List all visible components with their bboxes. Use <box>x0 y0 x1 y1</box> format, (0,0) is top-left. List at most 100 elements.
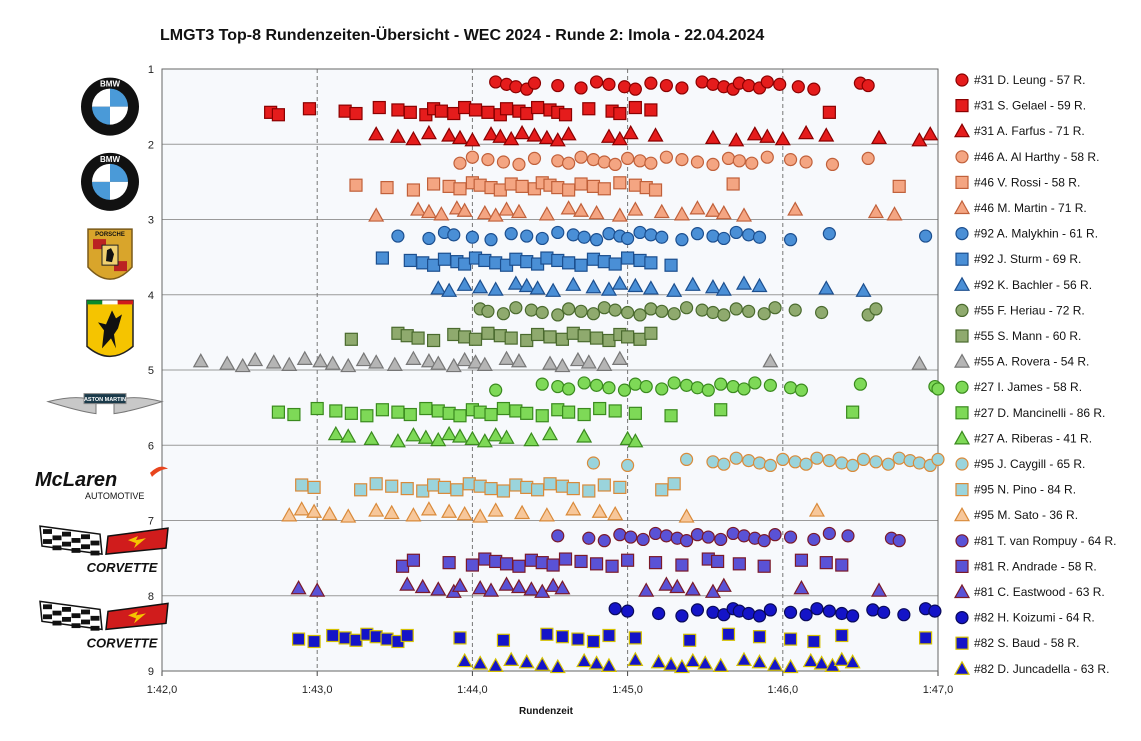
mclaren-lettering: McLaren <box>35 469 117 491</box>
data-point <box>468 103 483 117</box>
data-point <box>372 100 386 115</box>
data-point <box>776 452 790 467</box>
y-tick-label: 1 <box>148 64 154 76</box>
legend-marker <box>955 406 969 420</box>
data-point <box>597 301 611 315</box>
data-point <box>628 178 642 192</box>
data-point <box>391 103 405 117</box>
data-point <box>499 102 514 116</box>
data-point <box>679 301 694 315</box>
data-point <box>465 230 479 244</box>
data-point <box>717 608 731 622</box>
data-point <box>763 458 777 473</box>
data-point <box>613 106 627 121</box>
data-point <box>483 126 500 141</box>
data-point <box>472 579 489 595</box>
series-group <box>291 627 933 649</box>
data-point <box>664 409 678 423</box>
data-point <box>574 258 588 272</box>
data-point <box>340 428 357 443</box>
data-point <box>496 307 511 321</box>
series-group <box>327 425 644 448</box>
data-point <box>690 227 705 241</box>
legend-item: #27 I. James - 58 R. <box>955 380 1082 394</box>
data-point <box>644 256 658 270</box>
data-point <box>585 278 602 294</box>
data-point <box>473 178 487 192</box>
data-point <box>871 582 888 597</box>
logo-corvette: CORVETTE <box>39 525 169 575</box>
checker-square <box>43 604 52 610</box>
data-point <box>310 401 324 416</box>
data-point <box>577 376 591 390</box>
legend-item: #81 C. Eastwood - 63 R. <box>953 583 1105 599</box>
data-point <box>400 329 414 343</box>
data-point <box>620 604 635 618</box>
series-group <box>375 251 678 272</box>
logo-porsche: PORSCHE <box>87 228 133 280</box>
legend-label: #31 S. Gelael - 59 R. <box>974 99 1086 113</box>
data-point <box>447 228 461 242</box>
legend-item: #31 A. Farfus - 71 R. <box>953 122 1085 138</box>
data-point <box>489 554 503 569</box>
data-point <box>818 127 835 142</box>
data-point <box>545 577 562 592</box>
data-point <box>791 80 805 94</box>
data-point <box>349 178 363 192</box>
data-point <box>405 507 422 522</box>
data-point <box>458 100 472 115</box>
series-group <box>344 326 658 348</box>
legend-marker <box>953 583 971 599</box>
data-point <box>911 355 928 370</box>
data-point <box>473 405 487 419</box>
data-point <box>602 77 616 91</box>
data-point <box>822 604 836 618</box>
legend[interactable]: #31 D. Leung - 57 R. #31 S. Gelael - 59 R… <box>953 73 1117 676</box>
data-point <box>338 104 352 118</box>
data-point <box>287 407 301 422</box>
data-point <box>489 75 503 89</box>
data-point <box>430 581 447 596</box>
data-point <box>613 528 627 542</box>
data-point <box>928 604 942 618</box>
data-point <box>846 458 860 473</box>
data-point <box>799 457 813 471</box>
data-point <box>617 80 632 94</box>
y-tick-label: 4 <box>148 290 154 302</box>
checker-square <box>71 538 81 543</box>
legend-item: #55 A. Rovera - 54 R. <box>953 353 1089 369</box>
data-point <box>512 559 526 573</box>
data-point <box>399 576 416 591</box>
data-point <box>593 401 607 416</box>
data-point <box>589 378 604 392</box>
logo-aston-martin: ASTON MARTIN <box>46 393 164 415</box>
series-group <box>453 150 875 172</box>
data-point <box>437 252 452 266</box>
data-point <box>597 478 611 492</box>
legend-label: #81 C. Eastwood - 63 R. <box>974 585 1105 599</box>
data-point <box>430 355 447 370</box>
data-point <box>441 282 458 297</box>
data-point <box>416 256 430 270</box>
data-point <box>498 201 515 216</box>
data-point <box>810 602 824 616</box>
data-point <box>586 634 601 649</box>
legend-marker <box>955 380 969 394</box>
data-point <box>569 351 586 367</box>
data-point <box>931 452 945 467</box>
data-point <box>441 127 458 142</box>
data-point <box>577 230 591 244</box>
data-point <box>369 477 383 491</box>
data-point <box>675 558 689 572</box>
data-point <box>472 655 489 670</box>
data-point <box>555 479 570 493</box>
legend-item: #31 D. Leung - 57 R. <box>955 73 1085 87</box>
data-point <box>565 276 582 291</box>
checker-square <box>71 613 81 619</box>
data-point <box>296 350 313 365</box>
series-group <box>473 301 883 322</box>
data-point <box>406 183 421 197</box>
data-point <box>814 305 829 320</box>
data-point <box>673 206 690 221</box>
legend-marker <box>955 457 969 471</box>
